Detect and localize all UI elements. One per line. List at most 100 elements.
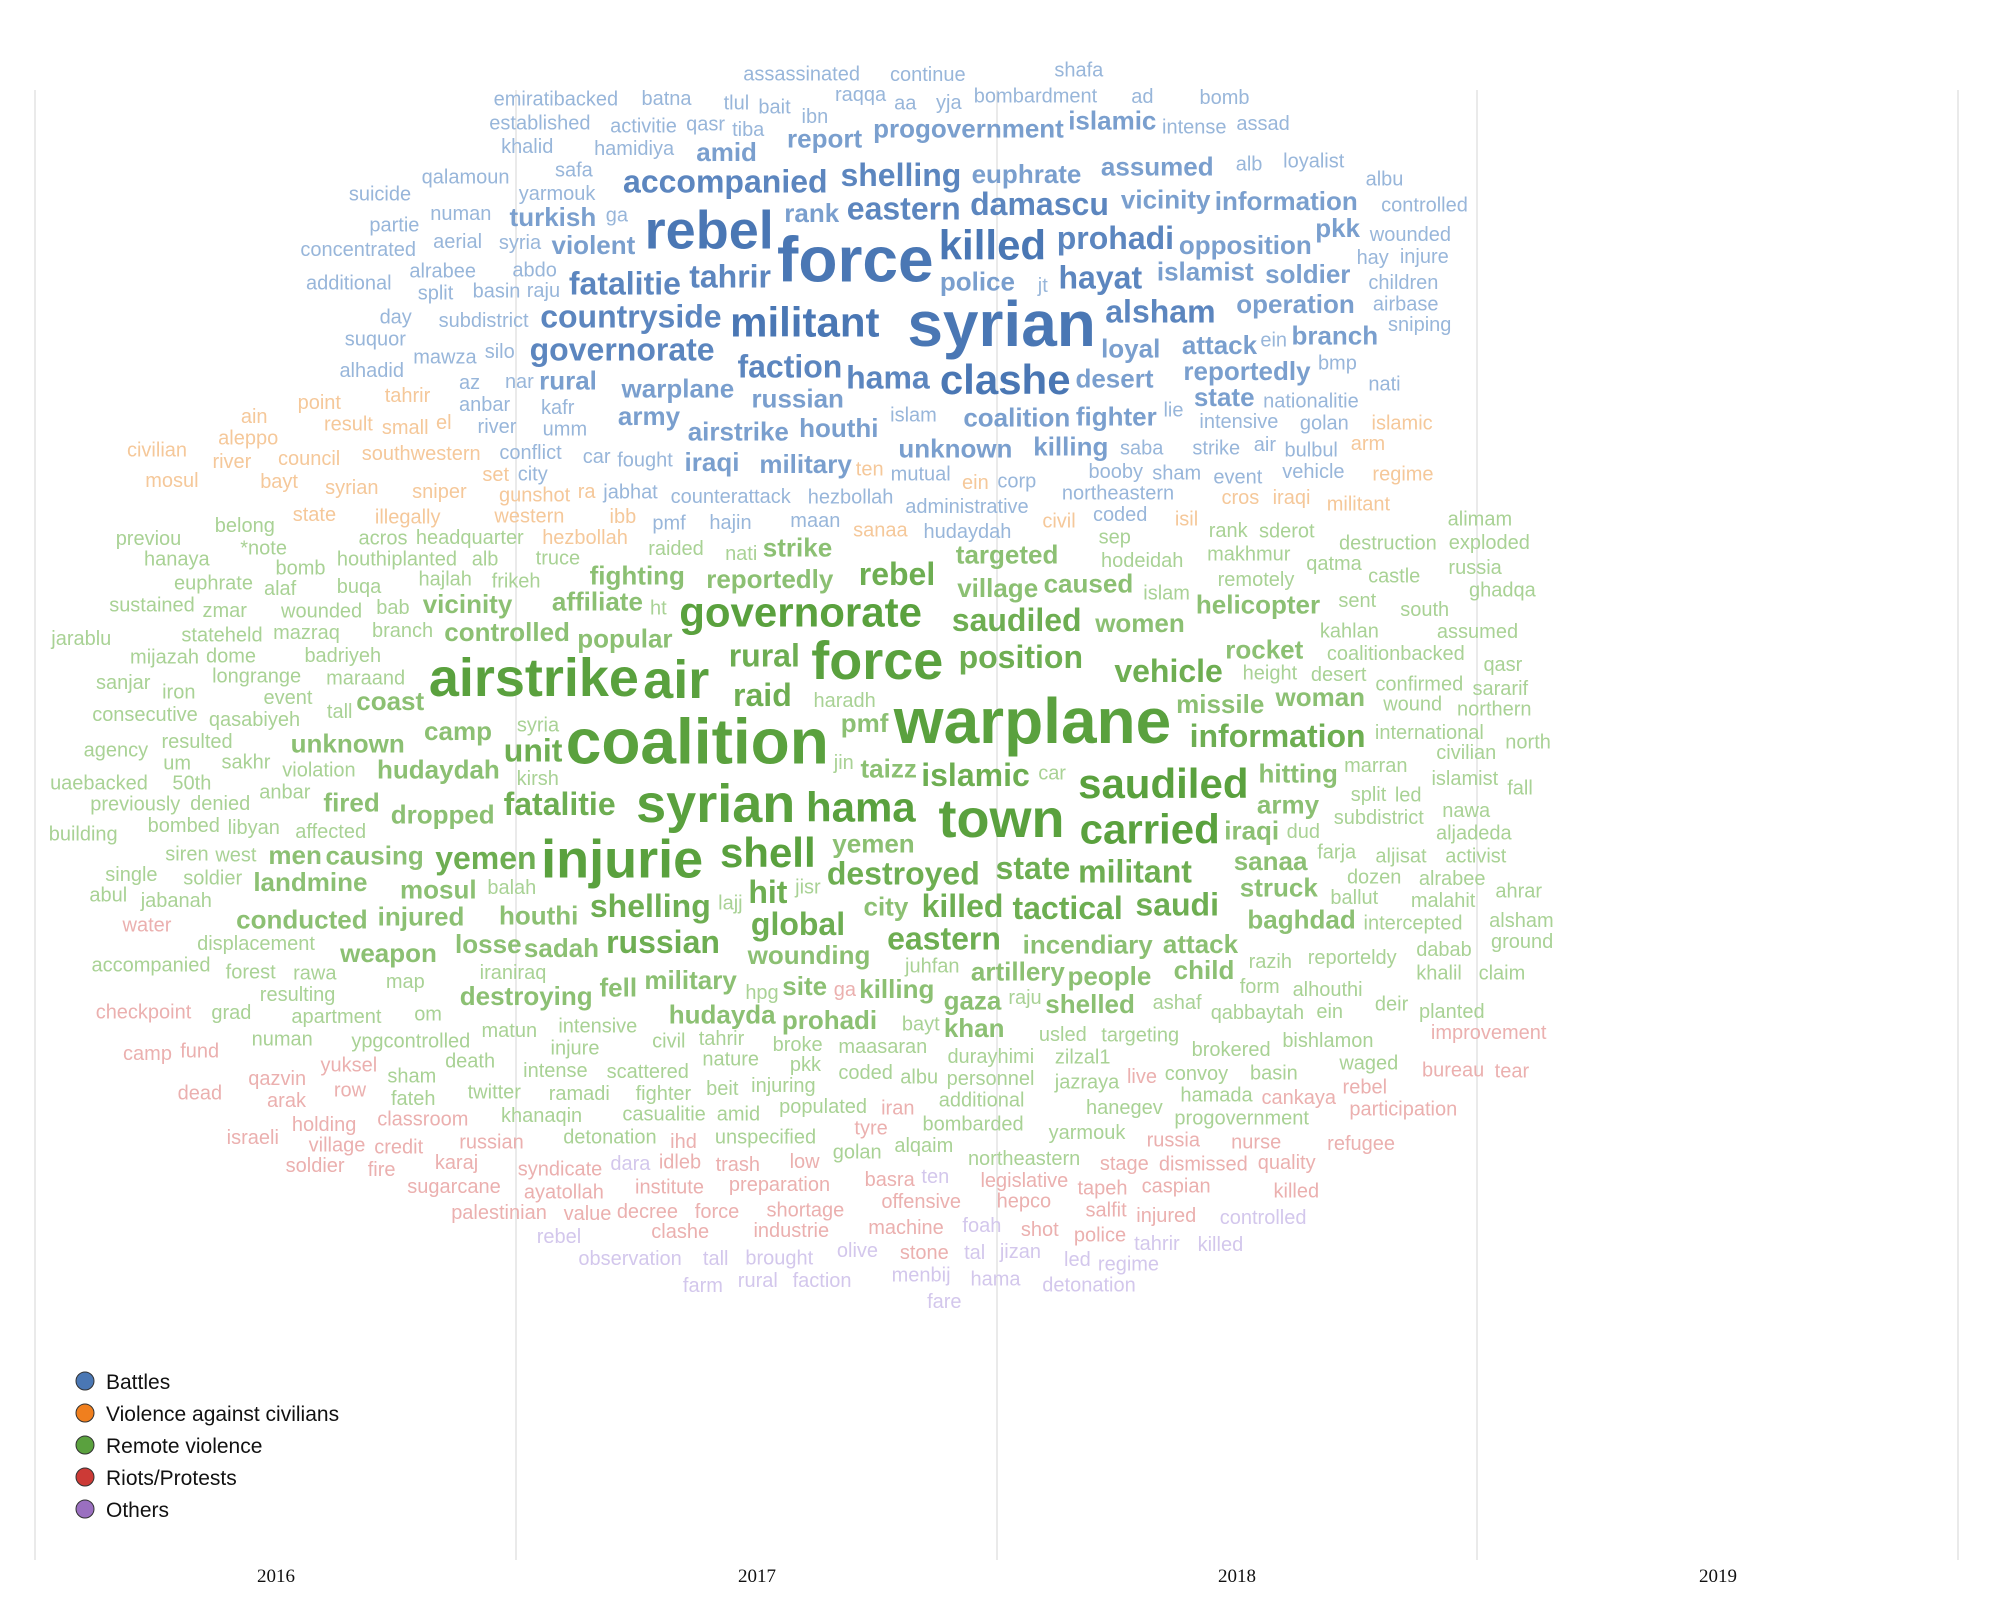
word-others: brought: [745, 1248, 813, 1270]
word-remote: sararif: [1473, 678, 1529, 700]
word-battles: iraqi: [685, 447, 740, 477]
word-riots: soldier: [286, 1155, 345, 1177]
word-vac: western: [493, 506, 564, 528]
word-others: tal: [964, 1242, 985, 1264]
word-vac: aleppo: [218, 428, 278, 450]
word-remote: nawa: [1442, 800, 1491, 822]
word-battles: fighter: [1076, 401, 1157, 431]
word-remote: headquarter: [416, 527, 524, 549]
word-remote: woman: [1275, 682, 1366, 712]
word-vac: tahrir: [385, 385, 431, 407]
word-battles: hayat: [1059, 260, 1143, 296]
word-remote: wound: [1382, 694, 1442, 716]
word-riots: dead: [178, 1082, 223, 1104]
word-battles: conflict: [499, 442, 562, 464]
word-remote: taizz: [861, 754, 917, 784]
word-battles: jt: [1037, 275, 1048, 297]
word-battles: alhadid: [339, 360, 404, 382]
word-remote: malahit: [1411, 890, 1476, 912]
word-remote: reporteldy: [1308, 947, 1397, 969]
word-battles: tiba: [732, 119, 765, 141]
word-remote: missile: [1176, 689, 1264, 719]
word-riots: police: [1074, 1225, 1126, 1247]
word-battles: hamidiya: [594, 138, 675, 160]
word-remote: height: [1243, 663, 1298, 685]
word-remote: incendiary: [1023, 929, 1154, 959]
word-remote: castle: [1368, 566, 1420, 588]
word-battles: killing: [1033, 431, 1108, 461]
word-riots: bureau: [1422, 1059, 1484, 1081]
word-remote: progovernment: [1174, 1107, 1309, 1129]
word-battles: river: [478, 416, 517, 438]
word-battles: partie: [369, 215, 419, 237]
word-remote: hudayda: [669, 1000, 776, 1030]
word-remote: dozen: [1347, 866, 1402, 888]
word-battles: rural: [539, 365, 597, 395]
word-others: led: [1064, 1249, 1091, 1271]
word-battles: islamist: [1157, 257, 1254, 287]
word-battles: anbar: [459, 394, 510, 416]
word-battles: additional: [306, 273, 392, 295]
word-remote: building: [49, 824, 118, 846]
word-remote: populated: [779, 1096, 867, 1118]
word-vac: set: [482, 464, 509, 486]
word-remote: confirmed: [1375, 673, 1463, 695]
word-remote: fighter: [636, 1083, 692, 1105]
word-battles: police: [940, 266, 1015, 296]
word-battles: russian: [751, 384, 844, 414]
word-battles: vicinity: [1121, 184, 1211, 214]
word-vac: sanaa: [853, 520, 908, 542]
word-vac: southwestern: [362, 443, 481, 465]
word-riots: improvement: [1431, 1022, 1547, 1044]
word-remote: military: [644, 965, 737, 995]
word-remote: bab: [376, 597, 409, 619]
word-vac: syrian: [325, 477, 378, 499]
word-remote: russia: [1448, 557, 1502, 579]
word-riots: killed: [1274, 1181, 1320, 1203]
legend-item-remote-violence: Remote violence: [75, 1435, 262, 1458]
word-battles: qalamoun: [422, 166, 510, 188]
word-riots: shot: [1021, 1219, 1059, 1241]
word-battles: batna: [641, 88, 692, 110]
word-remote: sham: [387, 1065, 436, 1087]
word-remote: coast: [356, 686, 424, 716]
legend-label-violence-against-civilians: Violence against civilians: [106, 1403, 339, 1426]
word-remote: deir: [1375, 993, 1409, 1015]
word-vac: state: [293, 504, 336, 526]
word-remote: raided: [648, 538, 704, 560]
word-riots: ga: [834, 979, 857, 1001]
word-battles: euphrate: [972, 159, 1082, 189]
word-riots: row: [334, 1080, 367, 1102]
word-remote: jisr: [794, 876, 821, 898]
word-remote: militant: [1078, 853, 1192, 889]
word-battles: hezbollah: [808, 487, 894, 509]
word-remote: qasabiyeh: [209, 709, 300, 731]
word-battles: injure: [1400, 246, 1449, 268]
word-remote: apartment: [291, 1006, 381, 1028]
word-remote: basin: [1250, 1062, 1298, 1084]
word-battles: pmf: [652, 513, 686, 535]
word-battles: continue: [890, 64, 966, 86]
word-remote: hanaya: [144, 548, 210, 570]
word-riots: water: [122, 915, 172, 937]
word-remote: global: [751, 906, 845, 942]
word-remote: zmar: [202, 600, 247, 622]
word-remote: islam: [1143, 582, 1190, 604]
word-battles: silo: [485, 341, 515, 363]
word-battles: information: [1215, 186, 1358, 216]
word-riots: offensive: [881, 1191, 961, 1213]
word-remote: alb: [472, 548, 499, 570]
word-remote: raju: [1008, 987, 1041, 1009]
word-battles: airstrike: [688, 417, 789, 447]
word-remote: ypgcontrolled: [351, 1031, 470, 1053]
word-remote: hamada: [1180, 1084, 1253, 1106]
word-remote: resulting: [260, 984, 336, 1006]
word-remote: shelling: [590, 888, 711, 924]
legend-item-riots-protests: Riots/Protests: [75, 1467, 237, 1490]
word-remote: dome: [206, 646, 256, 668]
word-battles: warplane: [621, 374, 735, 404]
word-vac: small: [382, 417, 429, 439]
word-riots: holding: [292, 1114, 357, 1136]
word-remote: injurie: [541, 829, 703, 889]
word-remote: governorate: [679, 589, 922, 636]
